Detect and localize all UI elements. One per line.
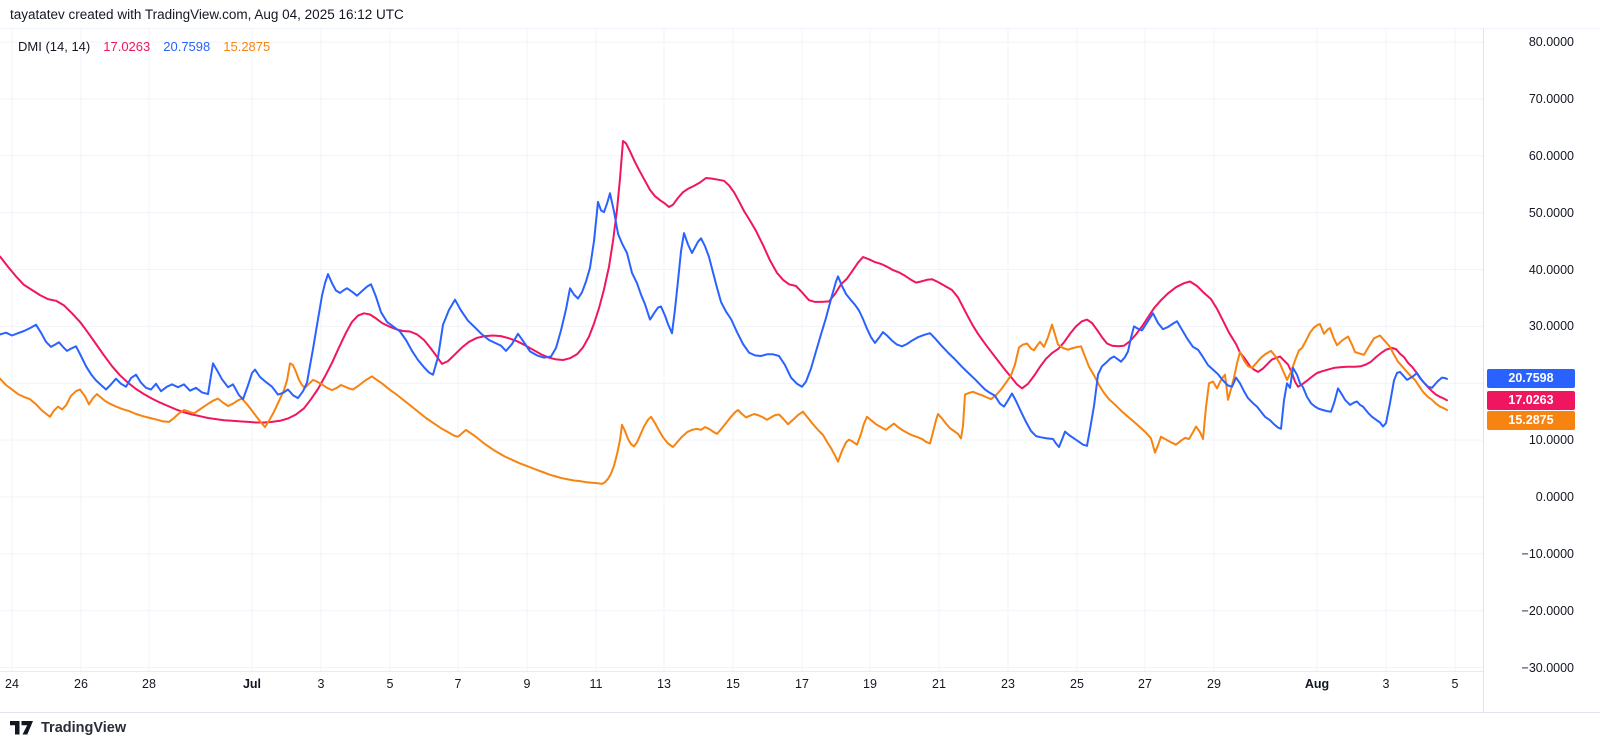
time-axis-label: 24	[5, 677, 19, 691]
legend-value-plus-di: 20.7598	[163, 39, 211, 54]
indicator-legend[interactable]: DMI (14, 14) 17.0263 20.7598 15.2875	[18, 39, 270, 54]
time-axis-label: 27	[1138, 677, 1152, 691]
tradingview-logo-icon	[10, 721, 33, 735]
price-axis-label: 50.0000	[1528, 206, 1574, 220]
time-axis-label: 25	[1070, 677, 1084, 691]
time-axis-label: 9	[523, 677, 531, 691]
price-axis-label: 70.0000	[1528, 92, 1574, 106]
legend-value-adx: 17.0263	[103, 39, 151, 54]
series-line-minus_di[interactable]	[0, 323, 1448, 485]
chart-attribution-title: tayatatev created with TradingView.com, …	[10, 7, 404, 22]
price-badge-plus-di: 20.7598	[1487, 369, 1575, 388]
time-axis-label: 21	[932, 677, 946, 691]
price-badge-adx: 17.0263	[1487, 391, 1575, 410]
time-axis-label: Jul	[242, 677, 262, 691]
time-axis-label: 17	[795, 677, 809, 691]
price-axis-label: 40.0000	[1528, 263, 1574, 277]
price-axis-label: 80.0000	[1528, 35, 1574, 49]
pane-bottom-border	[0, 671, 1483, 672]
tradingview-logo-text: TradingView	[41, 720, 127, 736]
time-axis-label: 26	[74, 677, 88, 691]
time-axis-label: 13	[657, 677, 671, 691]
indicator-title[interactable]: DMI (14, 14)	[18, 39, 91, 54]
time-axis-label: 5	[386, 677, 394, 691]
legend-value-minus-di: 15.2875	[223, 39, 271, 54]
time-axis-label: 15	[726, 677, 740, 691]
tradingview-attribution[interactable]: TradingView	[10, 720, 126, 736]
price-axis-separator	[1483, 29, 1484, 712]
price-axis-label: −10.0000	[1521, 547, 1574, 561]
price-axis-label: −20.0000	[1521, 604, 1574, 618]
time-axis-label: 7	[454, 677, 462, 691]
series-line-plus_di[interactable]	[0, 192, 1448, 448]
time-axis-label: 28	[142, 677, 156, 691]
price-axis-label: 0.0000	[1535, 490, 1574, 504]
time-axis[interactable]: 24 26 28 Jul 3 5 7 9 11 13 15 17 19 21 23 25 27 29 Aug 3 5	[0, 671, 1483, 712]
price-axis[interactable]: 80.0000 70.0000 60.0000 50.0000 40.0000 30.00…	[1490, 0, 1574, 712]
price-axis-label: 60.0000	[1528, 149, 1574, 163]
time-axis-label: 3	[317, 677, 325, 691]
time-axis-separator	[0, 712, 1600, 713]
pane-top-border	[0, 28, 1600, 29]
time-axis-label: 3	[1382, 677, 1390, 691]
series-line-adx[interactable]	[0, 140, 1448, 424]
price-axis-label: 30.0000	[1528, 319, 1574, 333]
time-axis-label: 23	[1001, 677, 1015, 691]
time-axis-label: Aug	[1304, 677, 1330, 691]
time-axis-label: 29	[1207, 677, 1221, 691]
price-axis-label: −30.0000	[1521, 661, 1574, 675]
time-axis-label: 11	[589, 677, 603, 691]
price-badge-minus-di: 15.2875	[1487, 411, 1575, 430]
time-axis-label: 5	[1451, 677, 1459, 691]
time-axis-label: 19	[863, 677, 877, 691]
price-axis-label: 10.0000	[1528, 433, 1574, 447]
